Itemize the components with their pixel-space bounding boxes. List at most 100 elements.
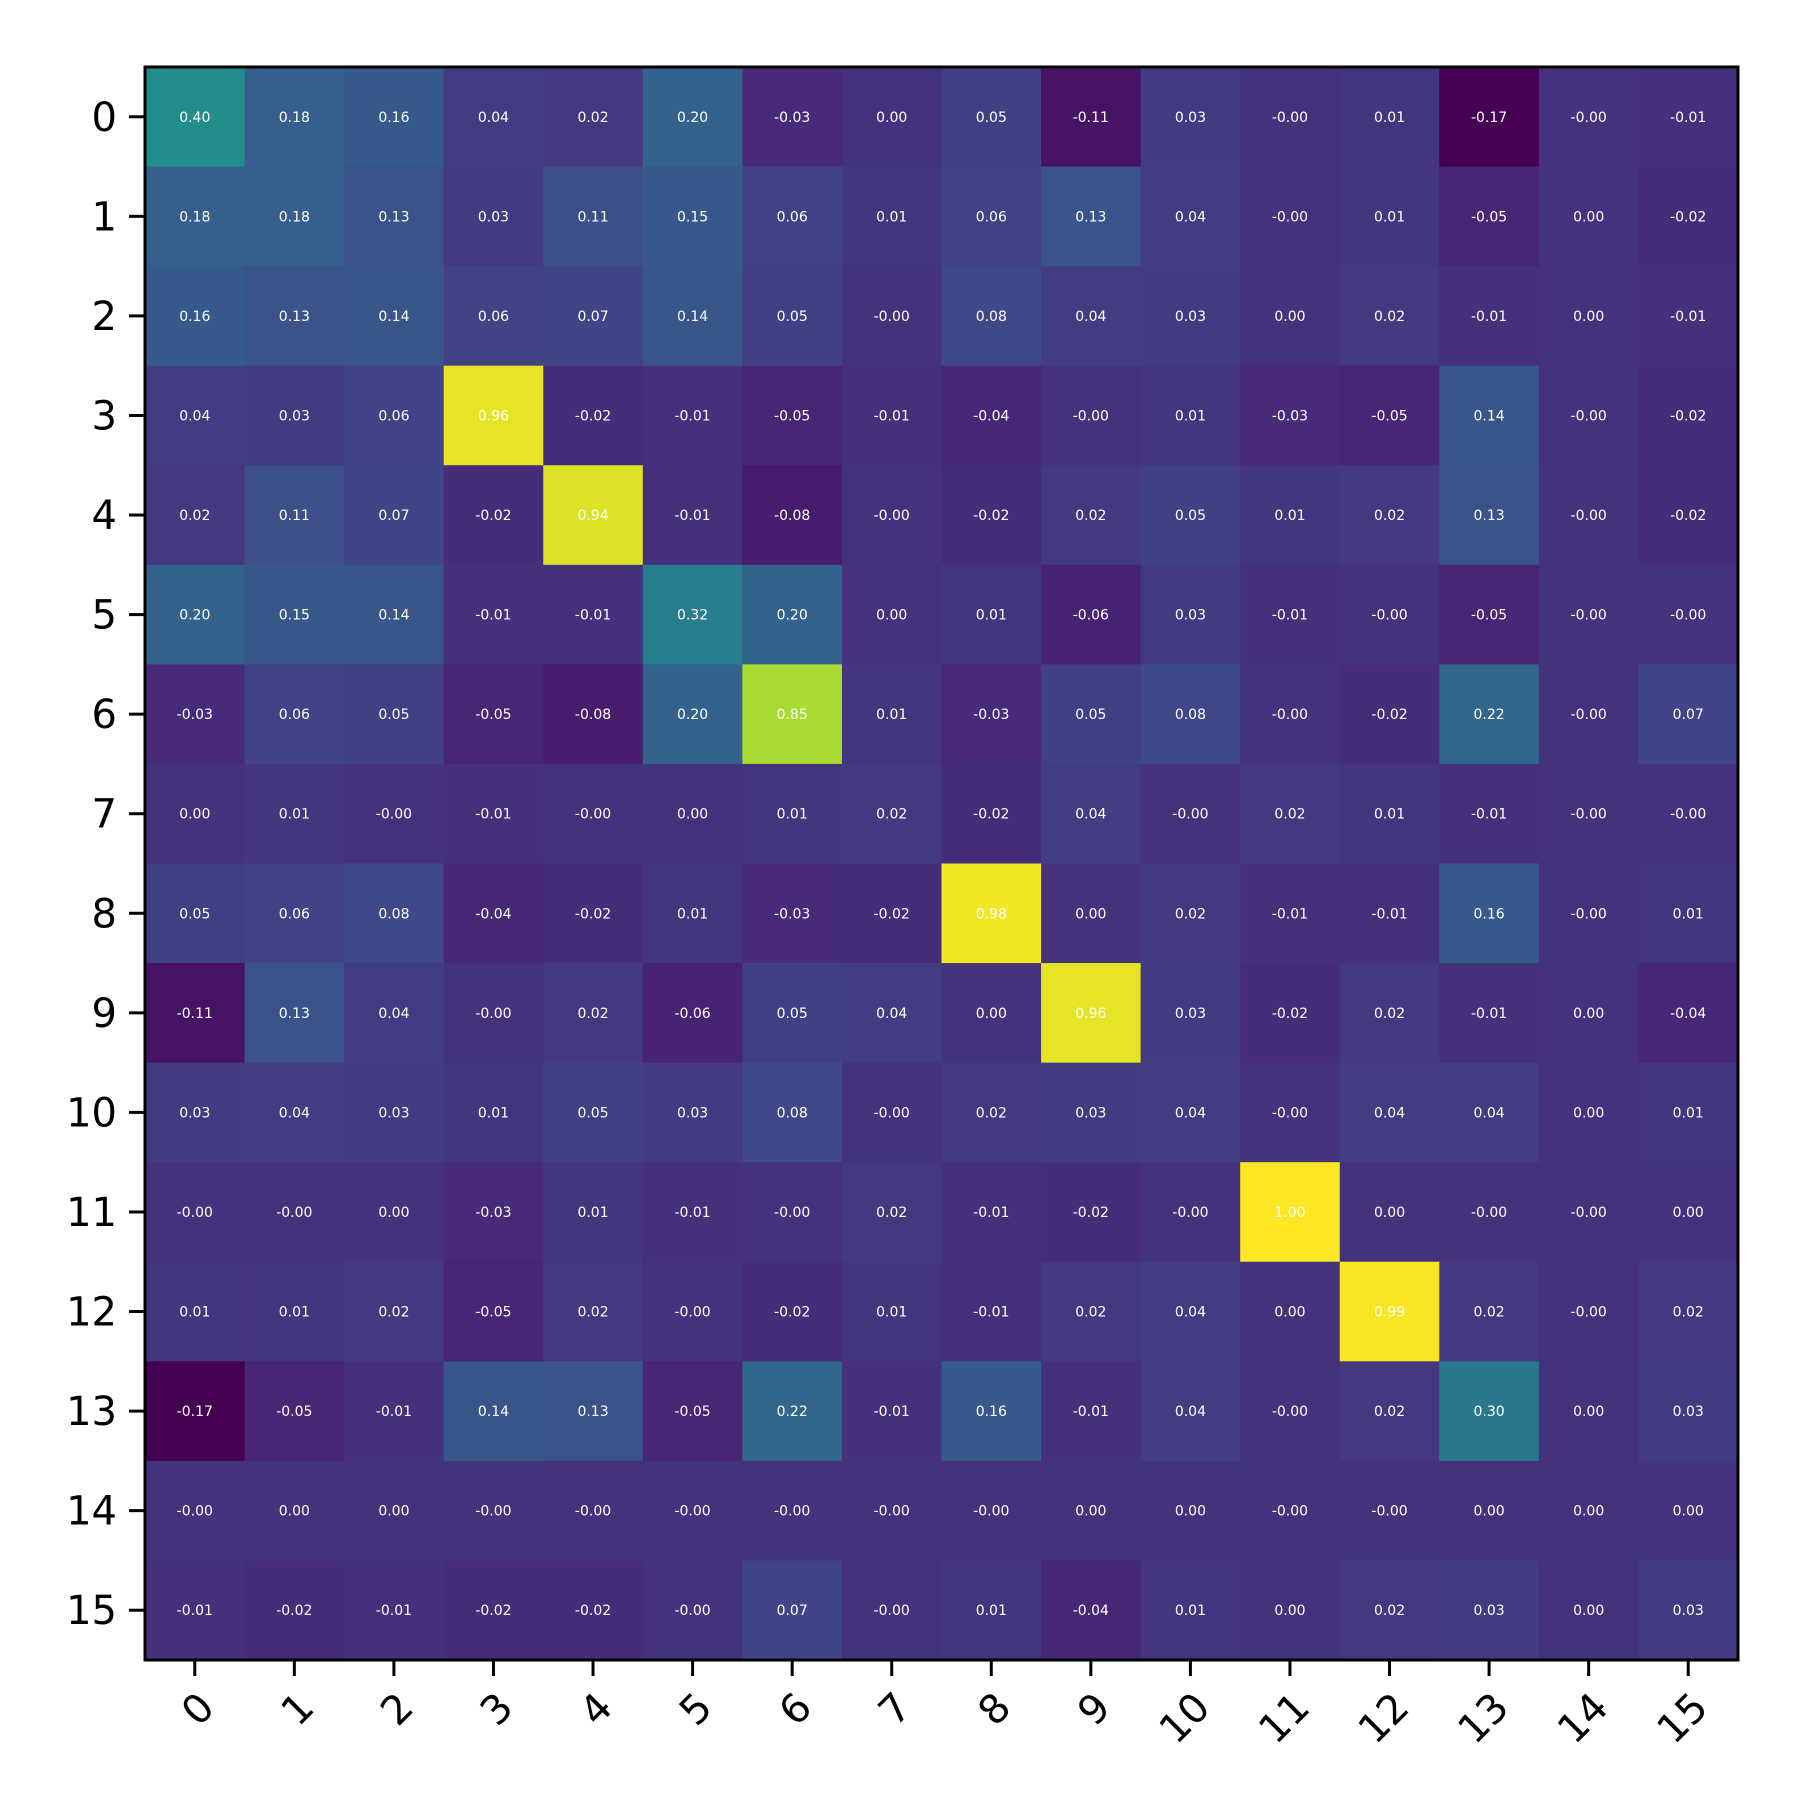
heatmap-cell-9-10 xyxy=(1140,963,1241,1064)
cell-value-label-4-9: 0.02 xyxy=(1075,508,1106,524)
heatmap-cell-2-1 xyxy=(244,266,345,367)
cell-value-label-2-1: 0.13 xyxy=(279,309,310,325)
cell-value-label-10-1: 0.04 xyxy=(279,1105,310,1121)
heatmap-cell-8-6 xyxy=(742,863,843,964)
heatmap-cell-4-3 xyxy=(443,465,544,566)
heatmap-cell-4-5 xyxy=(642,465,743,566)
heatmap-cell-15-13 xyxy=(1439,1560,1540,1661)
cell-value-label-14-7: -0.00 xyxy=(874,1504,910,1520)
cell-value-label-1-13: -0.05 xyxy=(1471,209,1507,225)
heatmap-cell-8-12 xyxy=(1339,863,1440,964)
heatmap-cell-12-11 xyxy=(1240,1261,1341,1362)
heatmap-cell-6-14 xyxy=(1538,664,1639,765)
cell-value-label-9-4: 0.02 xyxy=(577,1006,608,1022)
cell-value-label-1-14: 0.00 xyxy=(1573,209,1604,225)
heatmap-cell-8-11 xyxy=(1240,863,1341,964)
cell-value-label-15-14: 0.00 xyxy=(1573,1603,1604,1619)
cell-value-label-2-2: 0.14 xyxy=(378,309,409,325)
heatmap-cell-8-14 xyxy=(1538,863,1639,964)
heatmap-cell-13-14 xyxy=(1538,1361,1639,1462)
heatmap-cell-5-4 xyxy=(543,564,644,665)
heatmap-cell-14-11 xyxy=(1240,1460,1341,1561)
cell-value-label-3-13: 0.14 xyxy=(1474,408,1505,424)
cell-value-label-5-3: -0.01 xyxy=(475,608,511,624)
cell-value-label-10-5: 0.03 xyxy=(677,1105,708,1121)
heatmap-cell-9-11 xyxy=(1240,963,1341,1064)
cell-value-label-9-9: 0.96 xyxy=(1075,1006,1106,1022)
heatmap-cell-13-5 xyxy=(642,1361,743,1462)
cell-value-label-5-9: -0.06 xyxy=(1073,608,1109,624)
cell-value-label-7-11: 0.02 xyxy=(1274,807,1305,823)
cell-value-label-13-3: 0.14 xyxy=(478,1404,509,1420)
cell-value-label-12-5: -0.00 xyxy=(674,1305,710,1321)
heatmap-cell-7-4 xyxy=(543,763,644,864)
heatmap-cell-2-8 xyxy=(941,266,1042,367)
cell-value-label-11-1: -0.00 xyxy=(276,1205,312,1221)
cell-value-label-14-1: 0.00 xyxy=(279,1504,310,1520)
heatmap-cell-9-14 xyxy=(1538,963,1639,1064)
heatmap-cell-6-6 xyxy=(742,664,843,765)
cell-value-label-14-15: 0.00 xyxy=(1673,1504,1704,1520)
heatmap-cell-5-15 xyxy=(1638,564,1739,665)
heatmap-cell-0-13 xyxy=(1439,67,1540,168)
heatmap-cell-3-8 xyxy=(941,365,1042,466)
cell-value-label-9-15: -0.04 xyxy=(1670,1006,1706,1022)
cell-value-label-11-3: -0.03 xyxy=(475,1205,511,1221)
heatmap-cell-8-5 xyxy=(642,863,743,964)
cell-value-label-10-2: 0.03 xyxy=(378,1105,409,1121)
cell-value-label-8-5: 0.01 xyxy=(677,906,708,922)
cell-value-label-15-12: 0.02 xyxy=(1374,1603,1405,1619)
cell-value-label-7-5: 0.00 xyxy=(677,807,708,823)
heatmap-cell-5-9 xyxy=(1041,564,1142,665)
heatmap-cell-11-15 xyxy=(1638,1162,1739,1263)
heatmap-cell-11-12 xyxy=(1339,1162,1440,1263)
heatmap-cell-13-4 xyxy=(543,1361,644,1462)
heatmap-cell-0-8 xyxy=(941,67,1042,168)
cell-value-label-15-3: -0.02 xyxy=(475,1603,511,1619)
heatmap-cell-12-14 xyxy=(1538,1261,1639,1362)
heatmap-cell-6-4 xyxy=(543,664,644,765)
cell-value-label-0-5: 0.20 xyxy=(677,110,708,126)
cell-value-label-4-12: 0.02 xyxy=(1374,508,1405,524)
y-tick-label-6: 6 xyxy=(92,692,117,738)
cell-value-label-4-5: -0.01 xyxy=(674,508,710,524)
heatmap-cell-13-15 xyxy=(1638,1361,1739,1462)
heatmap-cell-2-0 xyxy=(145,266,246,367)
heatmap-cell-6-11 xyxy=(1240,664,1341,765)
cell-value-label-5-5: 0.32 xyxy=(677,608,708,624)
cell-value-label-15-4: -0.02 xyxy=(575,1603,611,1619)
cell-value-label-6-4: -0.08 xyxy=(575,707,611,723)
cell-value-label-1-4: 0.11 xyxy=(577,209,608,225)
heatmap-cell-4-15 xyxy=(1638,465,1739,566)
cell-value-label-3-8: -0.04 xyxy=(973,408,1009,424)
heatmap-cell-6-5 xyxy=(642,664,743,765)
cell-value-label-8-6: -0.03 xyxy=(774,906,810,922)
cell-value-label-3-7: -0.01 xyxy=(874,408,910,424)
heatmap-cell-11-11 xyxy=(1240,1162,1341,1263)
cell-value-label-9-12: 0.02 xyxy=(1374,1006,1405,1022)
cell-value-label-10-9: 0.03 xyxy=(1075,1105,1106,1121)
heatmap-cell-7-11 xyxy=(1240,763,1341,864)
heatmap-cell-4-14 xyxy=(1538,465,1639,566)
cell-value-label-6-5: 0.20 xyxy=(677,707,708,723)
heatmap-cell-14-3 xyxy=(443,1460,544,1561)
heatmap-cell-3-1 xyxy=(244,365,345,466)
heatmap-cell-12-15 xyxy=(1638,1261,1739,1362)
heatmap-cell-6-10 xyxy=(1140,664,1241,765)
heatmap-cell-0-9 xyxy=(1041,67,1142,168)
heatmap-cell-15-12 xyxy=(1339,1560,1440,1661)
cell-value-label-0-7: 0.00 xyxy=(876,110,907,126)
heatmap-cell-15-4 xyxy=(543,1560,644,1661)
cell-value-label-8-0: 0.05 xyxy=(179,906,210,922)
cell-value-label-3-10: 0.01 xyxy=(1175,408,1206,424)
cell-value-label-12-0: 0.01 xyxy=(179,1305,210,1321)
cell-value-label-4-2: 0.07 xyxy=(378,508,409,524)
heatmap-cell-3-14 xyxy=(1538,365,1639,466)
y-tick-label-14: 14 xyxy=(66,1489,117,1535)
heatmap-cell-10-2 xyxy=(344,1062,445,1163)
cell-value-label-12-13: 0.02 xyxy=(1474,1305,1505,1321)
heatmap-cell-6-8 xyxy=(941,664,1042,765)
cell-value-label-5-14: -0.00 xyxy=(1571,608,1607,624)
cell-value-label-10-4: 0.05 xyxy=(577,1105,608,1121)
heatmap-cell-1-5 xyxy=(642,166,743,267)
